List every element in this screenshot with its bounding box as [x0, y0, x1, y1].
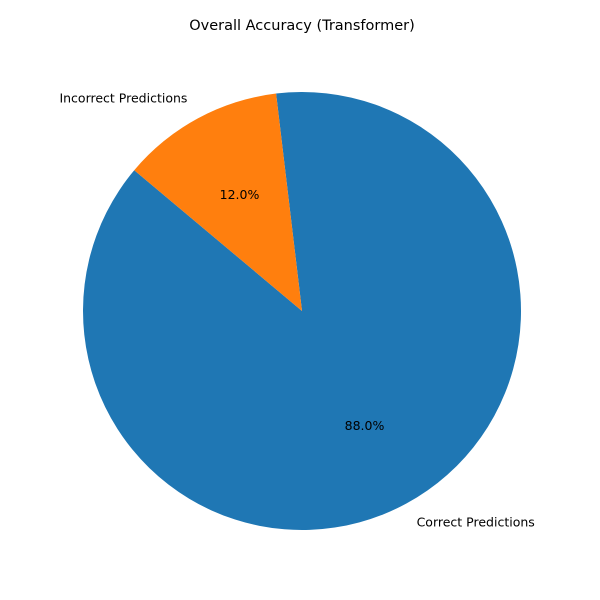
pie-slice-correct: [83, 91, 522, 530]
pie-slice-category-label: Incorrect Predictions: [59, 91, 187, 106]
pie-slices: [83, 91, 522, 530]
pie-slice-category-label: Correct Predictions: [417, 514, 535, 529]
pie-labels: 88.0% Correct Predictions 12.0% Incorrect P…: [59, 91, 534, 530]
pie-slice-pct-label: 12.0%: [220, 187, 260, 202]
pie-slice-incorrect: [134, 93, 302, 311]
pie-slice-pct-label: 88.0%: [345, 418, 385, 433]
chart-title: Overall Accuracy (Transformer): [189, 18, 415, 34]
